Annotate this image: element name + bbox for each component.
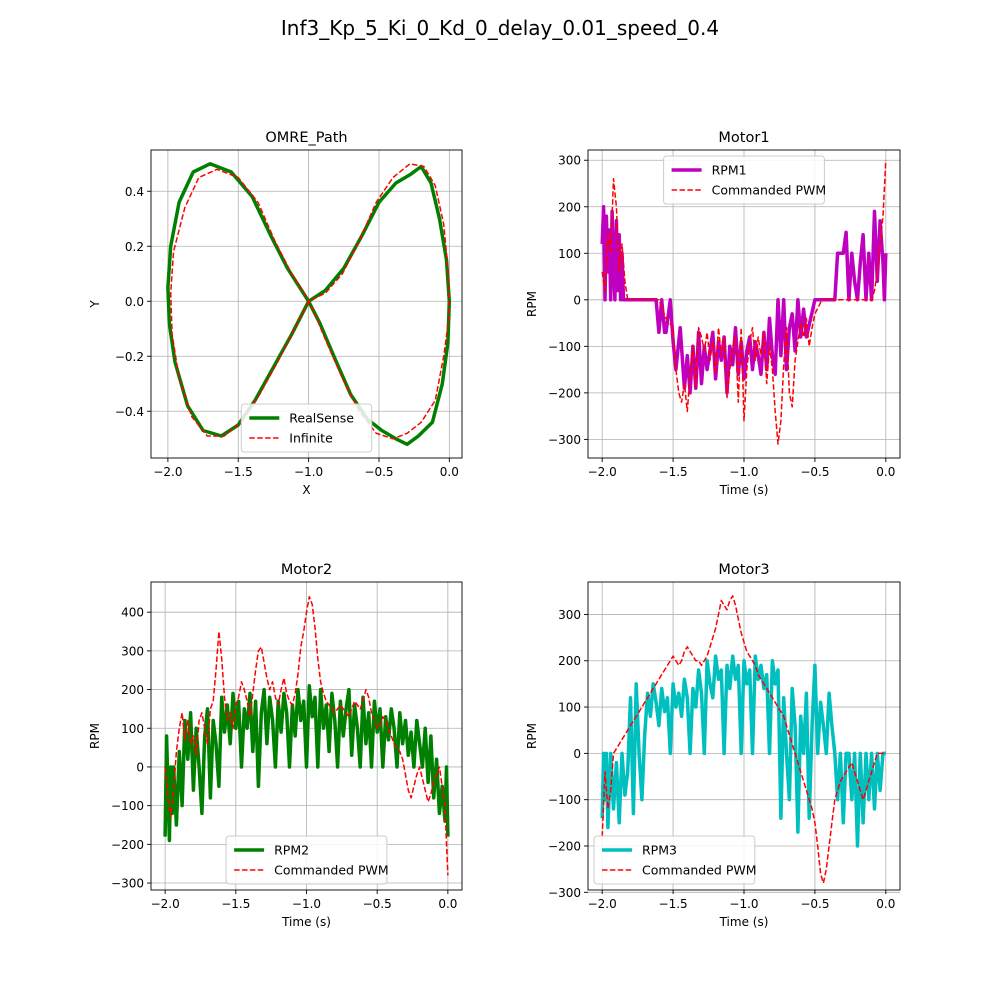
- subplot-m2: −2.0 −1.5 −1.0 −0.5 0.0 −300 −200 −100 0 100 200 30…: [88, 562, 463, 929]
- x-tick-label: −1.0: [292, 897, 321, 911]
- y-tick-label: 200: [558, 200, 581, 214]
- x-tick-label: −0.5: [800, 465, 829, 479]
- legend-box: [663, 155, 825, 205]
- x-axis-label: X: [302, 483, 310, 497]
- y-tick-label: 200: [558, 654, 581, 668]
- x-tick-label: −0.5: [800, 897, 829, 911]
- y-tick-label: 400: [121, 606, 144, 620]
- y-tick-label: 300: [121, 644, 144, 658]
- x-tick-label: −1.5: [659, 465, 688, 479]
- y-tick-label: −200: [111, 838, 144, 852]
- series-line-m2-1: [164, 595, 449, 876]
- series-line-m1-1: [601, 160, 887, 445]
- x-tick-label: −2.0: [588, 897, 617, 911]
- legend-label: RPM1: [712, 163, 747, 178]
- x-tick-label: 0.0: [876, 465, 895, 479]
- axes-frame: [150, 149, 463, 459]
- y-tick-label: −0.2: [115, 350, 144, 364]
- y-axis-label: RPM: [88, 723, 102, 749]
- subplot-m1: −2.0 −1.5 −1.0 −0.5 0.0 −300 −200 −100 0 100 200 30…: [525, 130, 901, 497]
- series-line-m3-0: [600, 654, 886, 848]
- y-tick-label: 300: [558, 154, 581, 168]
- series-line-path-1: [169, 163, 451, 440]
- x-axis-label: Time (s): [719, 483, 769, 497]
- subplot-m3: −2.0 −1.5 −1.0 −0.5 0.0 −300 −200 −100 0 100 200 30…: [525, 562, 901, 929]
- y-tick-label: 100: [558, 247, 581, 261]
- x-tick-label: −1.0: [729, 465, 758, 479]
- y-tick-label: 0: [573, 293, 581, 307]
- y-tick-label: 0: [136, 760, 144, 774]
- y-tick-label: −100: [548, 793, 581, 807]
- legend-box: [240, 403, 373, 453]
- x-tick-label: −2.0: [151, 897, 180, 911]
- legend-label: RPM3: [642, 843, 677, 858]
- x-tick-label: 0.0: [440, 465, 459, 479]
- y-axis-label: Y: [88, 300, 102, 309]
- x-tick-label: −1.0: [729, 897, 758, 911]
- series-line-m1-0: [600, 205, 888, 395]
- y-tick-label: −200: [548, 386, 581, 400]
- legend: RPM1 Commanded PWM: [663, 155, 827, 205]
- y-tick-label: 100: [121, 722, 144, 736]
- axes-container: −2.0 −1.5 −1.0 −0.5 0.0 −0.4 −0.2 0.0 0.2 0.4 OMRE…: [88, 130, 901, 929]
- y-tick-label: 300: [558, 608, 581, 622]
- y-tick-label: −300: [548, 433, 581, 447]
- y-tick-label: 0.4: [125, 185, 144, 199]
- legend: RealSense Infinite: [240, 403, 373, 453]
- legend-label: Commanded PWM: [642, 863, 757, 878]
- legend-box: [593, 835, 756, 885]
- x-tick-label: −2.0: [153, 465, 182, 479]
- y-tick-label: 0.0: [125, 295, 144, 309]
- x-axis-label: Time (s): [719, 915, 769, 929]
- figure-title: Inf3_Kp_5_Ki_0_Kd_0_delay_0.01_speed_0.4: [281, 16, 719, 40]
- y-tick-label: 0.2: [125, 240, 144, 254]
- x-axis-label: Time (s): [281, 915, 331, 929]
- y-tick-label: −0.4: [115, 405, 144, 419]
- y-tick-label: 200: [121, 683, 144, 697]
- legend-label: Commanded PWM: [712, 183, 827, 198]
- series-line-m2-0: [163, 683, 450, 843]
- y-tick-label: −100: [548, 340, 581, 354]
- subplot-title: Motor1: [718, 130, 769, 146]
- y-tick-label: 100: [558, 701, 581, 715]
- legend-label: RealSense: [289, 411, 354, 426]
- legend-label: Commanded PWM: [274, 863, 389, 878]
- series-line-m3-1: [601, 595, 886, 884]
- x-tick-label: −1.5: [224, 465, 253, 479]
- x-tick-label: −0.5: [363, 897, 392, 911]
- x-tick-label: −1.0: [294, 465, 323, 479]
- y-axis-label: RPM: [525, 291, 539, 317]
- x-tick-label: −0.5: [364, 465, 393, 479]
- y-tick-label: −100: [111, 799, 144, 813]
- subplot-path: −2.0 −1.5 −1.0 −0.5 0.0 −0.4 −0.2 0.0 0.2 0.4 OMRE…: [88, 130, 463, 497]
- x-tick-label: 0.0: [876, 897, 895, 911]
- legend-label: RPM2: [274, 843, 309, 858]
- legend: RPM2 Commanded PWM: [225, 835, 389, 885]
- x-tick-label: −1.5: [221, 897, 250, 911]
- subplot-title: Motor3: [718, 562, 769, 578]
- y-axis-label: RPM: [525, 723, 539, 749]
- y-tick-label: −200: [548, 840, 581, 854]
- subplot-title: OMRE_Path: [265, 130, 347, 146]
- y-tick-label: −300: [548, 886, 581, 900]
- x-tick-label: −1.5: [659, 897, 688, 911]
- legend-box: [225, 835, 388, 885]
- y-tick-label: 0: [573, 747, 581, 761]
- x-tick-label: 0.0: [438, 897, 457, 911]
- y-tick-label: −300: [111, 877, 144, 891]
- x-tick-label: −2.0: [588, 465, 617, 479]
- legend: RPM3 Commanded PWM: [593, 835, 757, 885]
- legend-label: Infinite: [289, 431, 333, 446]
- subplot-title: Motor2: [281, 562, 332, 578]
